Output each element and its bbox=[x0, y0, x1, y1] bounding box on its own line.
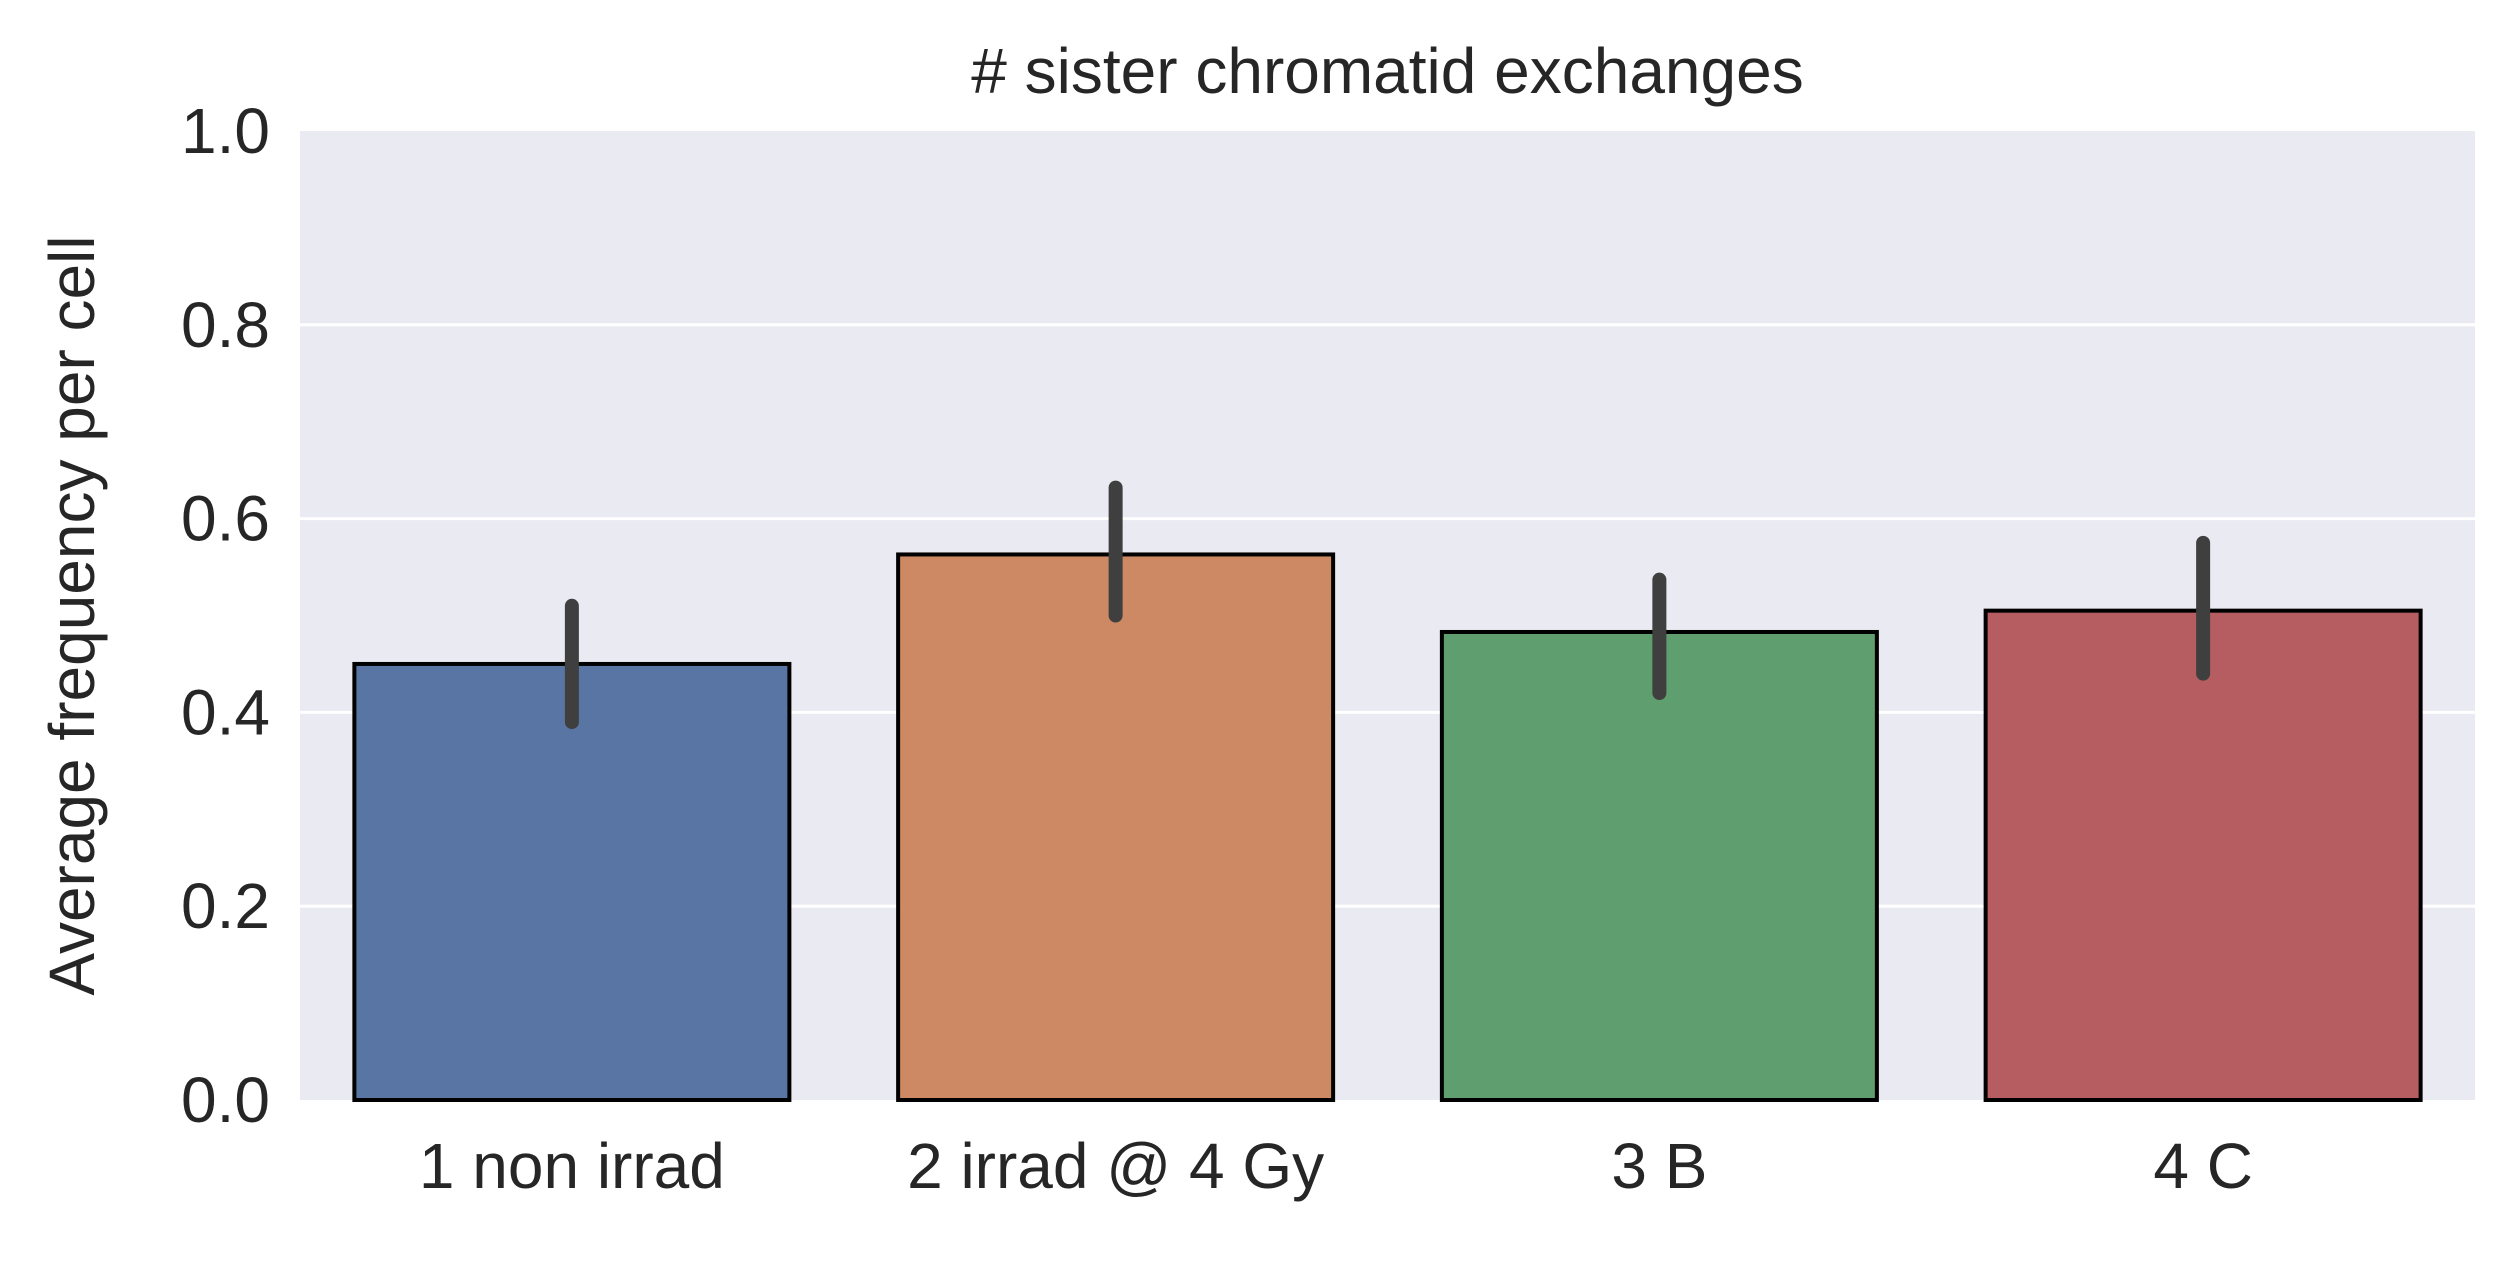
error-bars bbox=[564, 480, 2211, 730]
x-tick-label: 3 B bbox=[1611, 1130, 1707, 1202]
x-axis-ticks: 1 non irrad 2 irrad @ 4 Gy 3 B 4 C bbox=[419, 1130, 2253, 1202]
bars bbox=[352, 552, 2423, 1103]
y-tick-label: 1.0 bbox=[181, 95, 270, 167]
y-tick-label: 0.6 bbox=[181, 483, 270, 555]
x-tick-label: 2 irrad @ 4 Gy bbox=[907, 1130, 1324, 1202]
bar bbox=[896, 552, 1336, 1102]
x-tick-label: 4 C bbox=[2153, 1130, 2253, 1202]
bar bbox=[352, 661, 792, 1102]
x-tick-label: 1 non irrad bbox=[419, 1130, 725, 1202]
chart-title: # sister chromatid exchanges bbox=[971, 35, 1803, 107]
y-tick-label: 0.2 bbox=[181, 870, 270, 942]
y-tick-label: 0.4 bbox=[181, 676, 270, 748]
bar bbox=[1439, 629, 1879, 1103]
bar bbox=[1983, 608, 2423, 1103]
y-axis-ticks: 0.0 0.2 0.4 0.6 0.8 1.0 bbox=[181, 95, 270, 1136]
y-tick-label: 0.0 bbox=[181, 1064, 270, 1136]
y-tick-label: 0.8 bbox=[181, 289, 270, 361]
y-axis-label: Average frequency per cell bbox=[36, 235, 108, 995]
